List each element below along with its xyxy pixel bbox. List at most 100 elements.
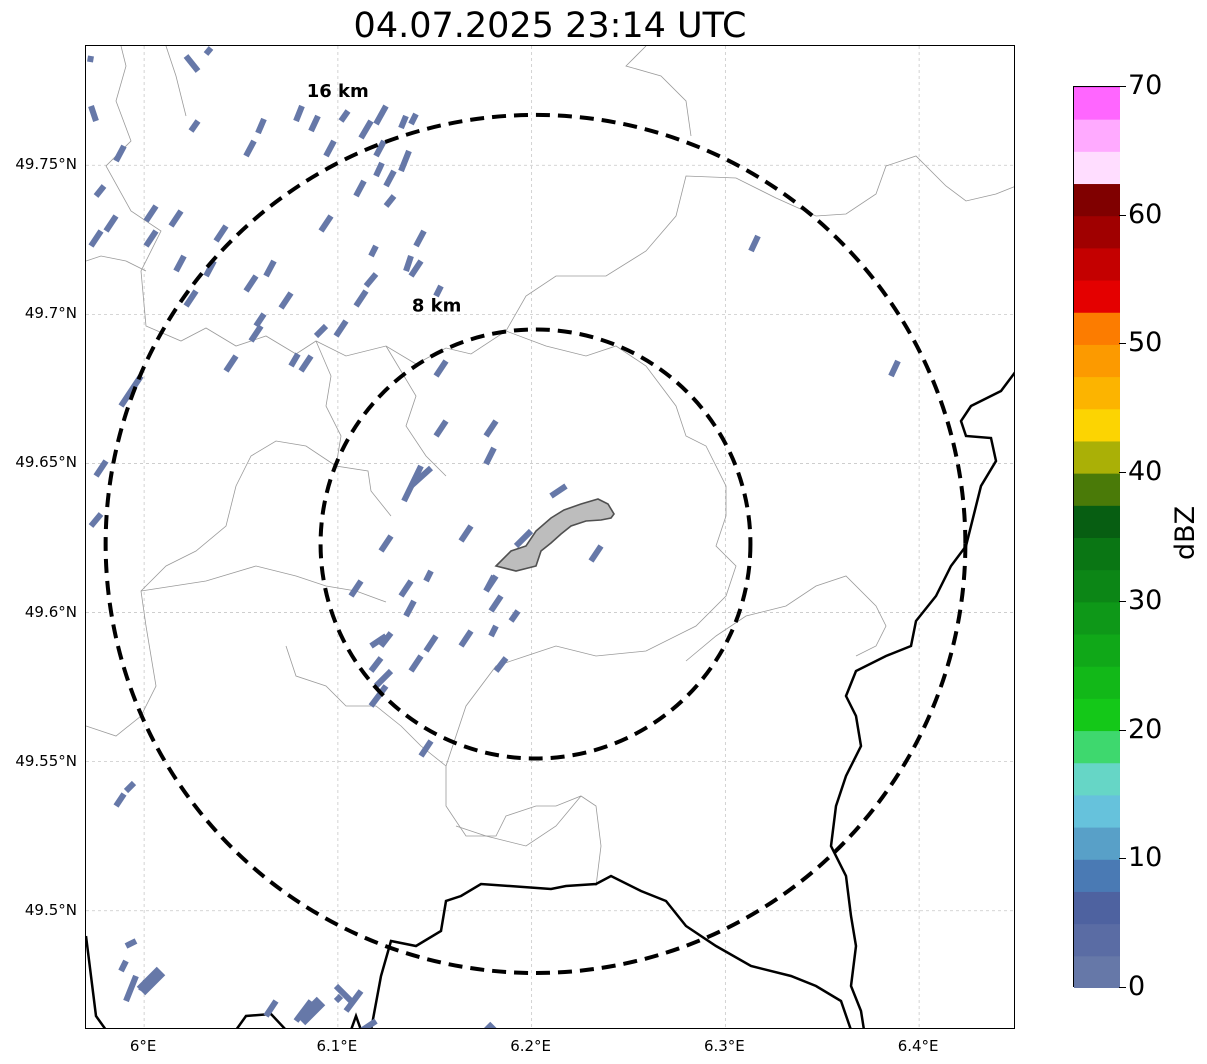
radar-echo: [363, 272, 379, 288]
ring-label: 16 km: [307, 81, 369, 102]
radar-echo: [403, 255, 414, 272]
radar-echo: [223, 354, 239, 373]
radar-echo: [333, 993, 344, 1004]
radar-echo: [123, 780, 137, 794]
radar-echo: [103, 214, 119, 233]
radar-echo: [353, 289, 369, 308]
colorbar-tick-label: 50: [1128, 327, 1163, 359]
radar-echo: [488, 594, 504, 613]
x-tick-label: 6°E: [129, 1037, 157, 1055]
radar-echo: [183, 54, 201, 73]
radar-echo: [588, 544, 604, 563]
radar-echo: [243, 274, 259, 293]
radar-echo: [398, 149, 412, 173]
y-tick-label: 49.7°N: [24, 304, 77, 323]
radar-echo: [888, 359, 901, 378]
colorbar-swatch: [1074, 634, 1120, 667]
gridlines: [86, 46, 1014, 1028]
radar-echo: [493, 656, 509, 673]
radar-echo: [88, 105, 99, 122]
radar-echo: [343, 989, 364, 1013]
radar-echo: [263, 999, 279, 1018]
radar-echo: [433, 419, 449, 438]
range-ring: [318, 327, 753, 761]
radar-echo: [369, 633, 388, 649]
radar-echo: [423, 634, 439, 653]
colorbar-tick: [1119, 987, 1126, 988]
colorbar-swatch: [1074, 762, 1120, 796]
colorbar-swatch: [1074, 312, 1120, 345]
colorbar-tick: [1119, 86, 1126, 87]
radar-echo: [113, 144, 127, 163]
colorbar-swatch: [1074, 891, 1120, 925]
colorbar-swatch: [1074, 87, 1120, 88]
radar-echo: [263, 259, 277, 278]
radar-echo: [373, 668, 394, 689]
radar-echo: [118, 959, 129, 973]
radar-echo: [458, 629, 474, 648]
radar-echo: [360, 1018, 378, 1028]
colorbar-swatch: [1074, 119, 1120, 152]
radar-echo: [348, 579, 364, 598]
colorbar-swatch: [1074, 923, 1120, 957]
radar-echo: [278, 291, 294, 310]
radar-echo: [378, 631, 394, 648]
colorbar-tick: [1119, 214, 1126, 216]
radar-echo: [423, 569, 434, 583]
colorbar-swatch: [1074, 376, 1120, 410]
colorbar-tick: [1119, 600, 1126, 602]
radar-echo: [373, 161, 385, 178]
y-tick-label: 49.65°N: [15, 453, 77, 472]
radar-echoes: [87, 46, 901, 1028]
radar-echo: [368, 656, 384, 673]
x-tick-label: 6.1°E: [316, 1037, 358, 1055]
colorbar-swatch: [1074, 183, 1120, 217]
radar-echo: [143, 204, 159, 223]
colorbar-tick-label: 20: [1128, 713, 1163, 745]
radar-echo: [483, 446, 497, 466]
colorbar-swatch: [1074, 569, 1120, 603]
colorbar: [1073, 86, 1120, 988]
radar-echo: [398, 114, 409, 130]
colorbar-swatch: [1074, 827, 1120, 860]
radar-echo: [483, 574, 497, 593]
colorbar-swatch: [1074, 505, 1120, 538]
colorbar-tick: [1119, 472, 1126, 474]
radar-echo: [383, 194, 397, 208]
radar-echo: [93, 184, 107, 198]
radar-echo: [748, 234, 761, 253]
colorbar-tick-label: 40: [1128, 456, 1163, 488]
radar-echo: [255, 117, 267, 135]
radar-echo: [368, 684, 389, 708]
colorbar-tick-label: 0: [1128, 971, 1146, 1002]
radar-map[interactable]: 8 km 16 km: [85, 45, 1015, 1029]
radar-echo: [383, 169, 397, 188]
colorbar-swatch: [1074, 537, 1120, 571]
colorbar-swatch: [1074, 601, 1120, 635]
x-tick-label: 6.2°E: [510, 1037, 552, 1055]
colorbar-tick-label: 60: [1128, 198, 1163, 230]
colorbar-swatch: [1074, 247, 1120, 281]
colorbar-tick: [1119, 729, 1126, 731]
colorbar-swatch: [1074, 408, 1120, 442]
radar-echo: [118, 374, 144, 408]
radar-echo: [508, 609, 521, 623]
radar-echo: [488, 624, 499, 638]
radar-echo: [318, 214, 334, 233]
y-tick-label: 49.6°N: [24, 602, 77, 621]
radar-echo: [373, 139, 387, 158]
radar-echo: [408, 112, 419, 126]
radar-echo: [323, 139, 337, 158]
radar-echo: [183, 289, 199, 308]
radar-echo: [403, 599, 417, 618]
map-canvas: 8 km 16 km: [86, 46, 1014, 1028]
ring-label: 8 km: [412, 295, 462, 316]
radar-echo: [88, 229, 104, 248]
radar-echo: [243, 139, 257, 158]
x-tick-label: 6.4°E: [897, 1037, 939, 1055]
radar-echo: [458, 524, 474, 543]
radar-echo: [413, 229, 427, 248]
radar-echo: [88, 512, 104, 528]
city-outline-shape: [494, 498, 615, 572]
colorbar-swatch: [1074, 87, 1120, 120]
